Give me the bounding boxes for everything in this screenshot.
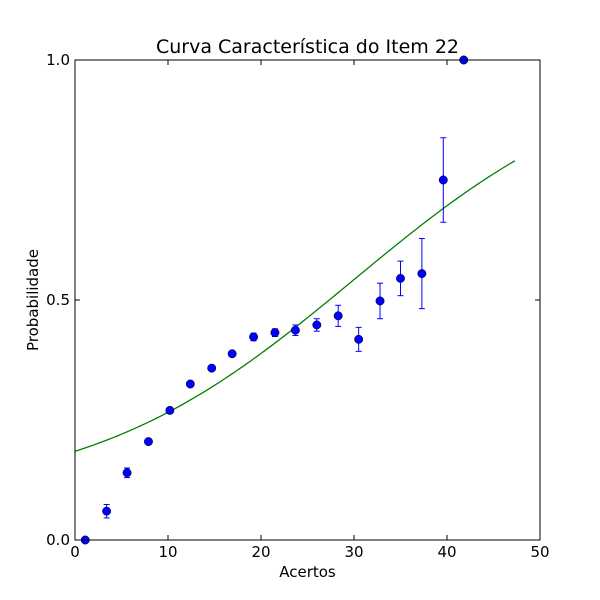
x-tick-label: 50	[530, 543, 549, 561]
axis-ticks: 0 10 20 30 40 50 0.0 0.5 1.0	[46, 51, 549, 561]
data-point	[102, 506, 112, 516]
data-point	[312, 320, 322, 330]
x-tick-label: 20	[251, 543, 270, 561]
data-point	[249, 332, 259, 342]
data-point	[185, 379, 195, 389]
x-axis-label: Acertos	[279, 563, 336, 581]
data-point	[354, 334, 364, 344]
data-point	[227, 349, 237, 359]
x-tick-label: 30	[344, 543, 363, 561]
x-tick-label: 0	[70, 543, 80, 561]
data-point	[438, 175, 448, 185]
data-point	[207, 363, 217, 373]
data-point	[333, 311, 343, 321]
x-tick-label: 10	[158, 543, 177, 561]
y-axis-label: Probabilidade	[24, 249, 42, 351]
x-tick-label: 40	[437, 543, 456, 561]
data-point	[144, 437, 153, 447]
data-point	[270, 328, 280, 338]
data-point	[375, 296, 385, 306]
data-point	[165, 405, 175, 415]
y-tick-label: 0.5	[46, 291, 70, 309]
data-point	[417, 269, 427, 279]
plot-marks	[74, 55, 516, 545]
y-tick-label: 0.0	[46, 531, 70, 549]
data-point	[290, 325, 300, 335]
chart-title: Curva Característica do Item 22	[156, 36, 459, 58]
data-point	[396, 273, 405, 283]
y-tick-label: 1.0	[46, 51, 70, 69]
data-point	[122, 468, 132, 478]
